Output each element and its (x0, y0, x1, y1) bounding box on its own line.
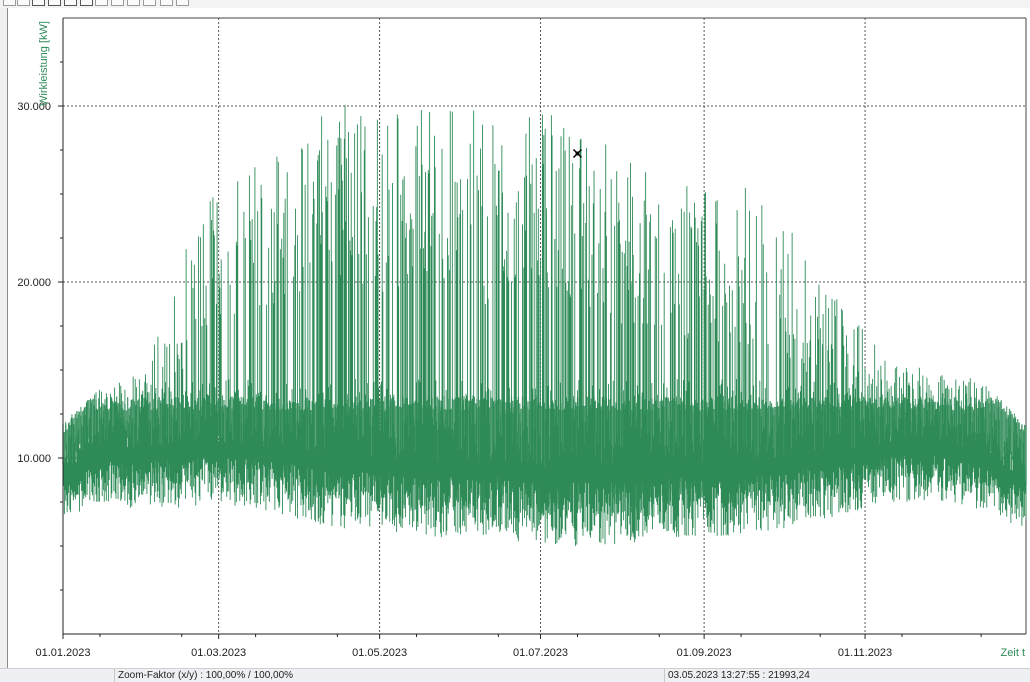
cursor-marker-dot (575, 151, 580, 156)
x-tick-label: 01.03.2023 (191, 647, 246, 659)
toolbar-button[interactable] (64, 0, 77, 6)
y-axis-label: Wirkleistung [kW] (38, 21, 50, 106)
y-tick-label: 30.000 (17, 101, 51, 113)
toolbar-button[interactable] (143, 0, 156, 6)
toolbar-button[interactable] (127, 0, 140, 6)
cursor-marker (572, 148, 583, 159)
axes-layer (62, 18, 1026, 635)
x-axis-label: Zeit t (1001, 647, 1025, 659)
status-bar: Zoom-Faktor (x/y) : 100,00% / 100,00% 03… (0, 668, 1030, 682)
toolbar-button[interactable] (48, 0, 61, 6)
y-tick-label: 20.000 (17, 277, 51, 289)
y-tick-labels: 10.000 20.000 30.000 (17, 101, 51, 465)
toolbar-button[interactable] (17, 0, 30, 6)
x-tick-label: 01.09.2023 (677, 647, 732, 659)
toolbar-button[interactable] (176, 0, 189, 6)
left-frame (0, 8, 8, 668)
x-tick-labels: 01.01.2023 01.03.2023 01.05.2023 01.07.2023… (35, 647, 892, 659)
status-zoom-factor: Zoom-Faktor (x/y) : 100,00% / 100,00% (114, 669, 663, 682)
toolbar-button[interactable] (80, 0, 93, 6)
toolbar-button[interactable] (111, 0, 124, 6)
toolbar-button[interactable] (3, 0, 16, 6)
y-tick-label: 10.000 (17, 453, 51, 465)
toolbar-button[interactable] (32, 0, 45, 6)
x-tick-label: 01.01.2023 (35, 647, 90, 659)
toolbar-button[interactable] (95, 0, 108, 6)
series-layer (62, 105, 1027, 546)
status-cursor-value: 03.05.2023 13:27:55 : 21993,24 (664, 669, 1030, 682)
toolbar (0, 0, 1030, 8)
status-cell-empty (0, 669, 115, 682)
x-tick-label: 01.11.2023 (838, 647, 892, 659)
toolbar-button[interactable] (160, 0, 173, 6)
x-tick-label: 01.07.2023 (513, 647, 568, 659)
series-line-wirkleistung (62, 105, 1027, 546)
x-tick-label: 01.05.2023 (352, 647, 407, 659)
